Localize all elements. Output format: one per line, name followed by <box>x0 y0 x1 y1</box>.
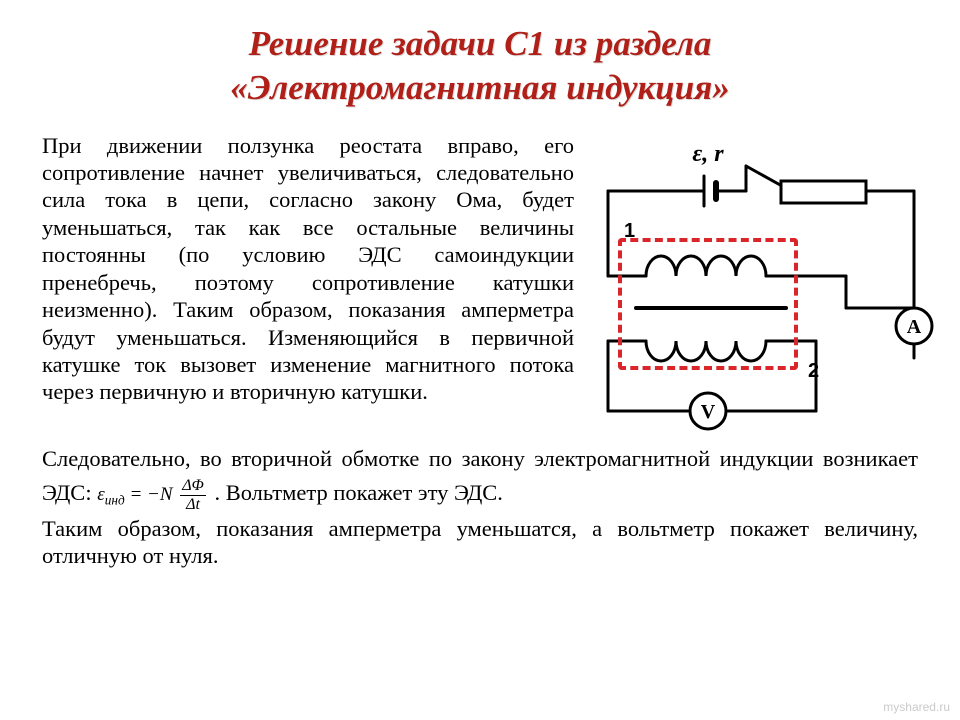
page-title: Решение задачи С1 из раздела «Электромаг… <box>0 0 960 118</box>
paragraph-3: Таким образом, показания амперметра умен… <box>42 513 918 570</box>
formula-den: Δt <box>180 496 206 513</box>
voltmeter-label: V <box>701 401 716 423</box>
title-line-2: «Электромагнитная индукция» <box>230 68 729 107</box>
emf-label: ε, r <box>692 141 724 167</box>
watermark: myshared.ru <box>883 700 950 714</box>
paragraph-1: При движении ползунка реостата вправо, е… <box>42 132 574 436</box>
paragraph-2b: . Вольтметр покажет эту ЭДС. <box>214 480 502 505</box>
circuit-diagram: A V ε, r 1 2 <box>586 136 936 436</box>
formula-num: ΔΦ <box>180 478 206 496</box>
coils-highlight-box <box>618 238 798 370</box>
formula-eq: = −N <box>125 484 178 505</box>
coil-2-label: 2 <box>808 360 819 383</box>
paragraph-2: Следовательно, во вторичной обмотке по з… <box>0 436 960 575</box>
ammeter-label: A <box>907 316 922 338</box>
emf-formula: εинд = −N ΔΦΔt <box>97 478 209 513</box>
formula-fraction: ΔΦΔt <box>180 478 206 513</box>
content-row: При движении ползунка реостата вправо, е… <box>0 118 960 436</box>
coil-1-label: 1 <box>624 220 635 243</box>
formula-lhs-sub: инд <box>105 492 125 507</box>
circuit-diagram-container: A V ε, r 1 2 <box>586 132 936 436</box>
title-line-1: Решение задачи С1 из раздела <box>249 24 712 63</box>
formula-lhs: ε <box>97 484 105 505</box>
